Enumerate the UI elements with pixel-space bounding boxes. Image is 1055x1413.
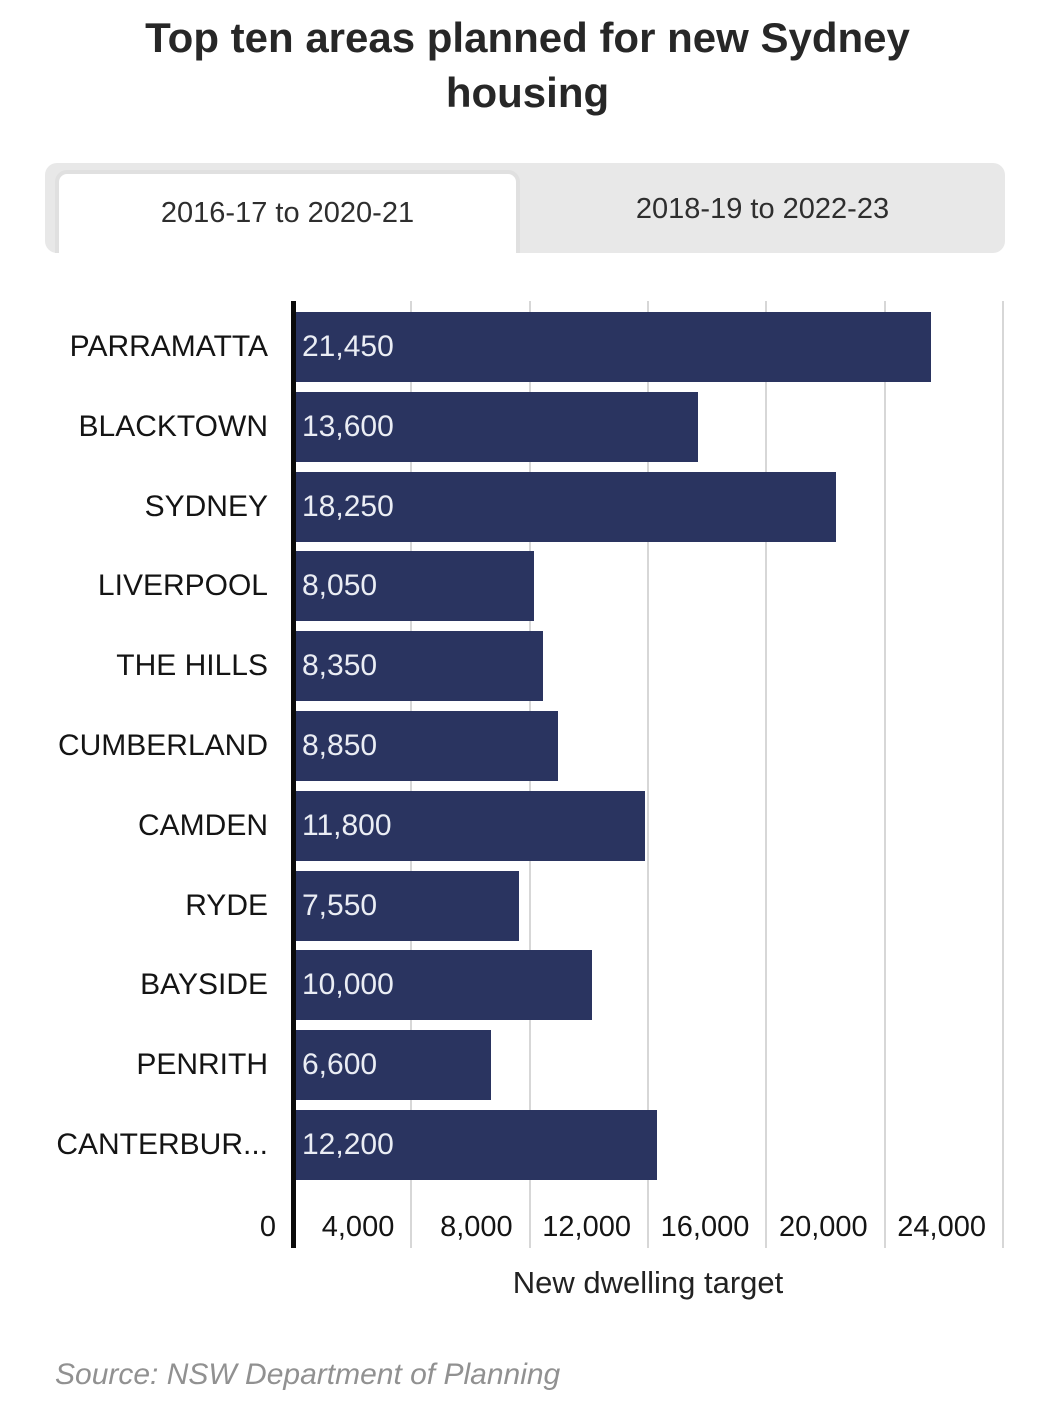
value-label: 6,600 (302, 1048, 378, 1082)
gridline (647, 301, 649, 1248)
value-label: 21,450 (302, 329, 394, 363)
x-tick-label: 0 (259, 1211, 276, 1243)
gridline (883, 301, 886, 1248)
value-label: 8,350 (302, 649, 378, 683)
category-label: PENRITH (136, 1048, 268, 1082)
category-label: BAYSIDE (140, 968, 268, 1002)
category-label: THE HILLS (116, 649, 268, 683)
gridline (1002, 301, 1004, 1248)
bar: 12,200 (293, 1109, 657, 1180)
bar: 11,800 (293, 790, 646, 861)
value-label: 18,250 (302, 489, 394, 523)
bar: 8,050 (293, 551, 535, 622)
bar: 6,600 (293, 1030, 492, 1101)
bar: 7,550 (293, 870, 520, 941)
chart-title-text: Top ten areas planned for new Sydney hou… (145, 14, 910, 116)
value-label: 7,550 (302, 888, 378, 922)
category-label: PARRAMATTA (69, 330, 268, 363)
tab-2018-19-to-2022-23[interactable]: 2018-19 to 2022-23 (635, 193, 890, 225)
bar: 13,600 (293, 391, 699, 462)
category-label: LIVERPOOL (97, 569, 268, 603)
chart-title: Top ten areas planned for new Sydney hou… (0, 10, 1055, 120)
x-tick-label: 12,000 (542, 1211, 631, 1243)
x-tick-label: 16,000 (660, 1211, 750, 1243)
value-label: 12,200 (302, 1127, 394, 1161)
gridline (765, 301, 768, 1248)
x-tick-label: 24,000 (897, 1211, 986, 1243)
category-label: CANTERBUR... (56, 1128, 268, 1161)
period-tabs: 2016-17 to 2020-21 2018-19 to 2022-23 (45, 163, 1005, 253)
y-axis-line (290, 301, 296, 1248)
value-label: 13,600 (302, 409, 394, 443)
bar: 10,000 (293, 950, 592, 1021)
source-note: Source: NSW Department of Planning (55, 1358, 561, 1391)
value-label: 11,800 (302, 808, 392, 842)
x-tick-label: 20,000 (778, 1211, 868, 1243)
x-axis-title: New dwelling target (512, 1265, 784, 1300)
category-label: SYDNEY (144, 489, 268, 523)
bar: 18,250 (293, 471, 836, 542)
category-label: CUMBERLAND (57, 729, 268, 762)
category-label: BLACKTOWN (78, 409, 268, 443)
tab-2016-17-to-2020-21[interactable]: 2016-17 to 2020-21 (55, 170, 520, 253)
bar: 8,350 (293, 631, 544, 702)
value-label: 8,050 (302, 569, 378, 603)
value-label: 10,000 (302, 968, 394, 1002)
x-tick-label: 4,000 (321, 1211, 395, 1243)
value-label: 8,850 (302, 728, 378, 762)
category-label: CAMDEN (137, 808, 268, 842)
bar: 21,450 (293, 311, 931, 382)
bar: 8,850 (293, 710, 558, 781)
category-label: RYDE (185, 888, 268, 922)
x-tick-label: 8,000 (440, 1211, 513, 1243)
